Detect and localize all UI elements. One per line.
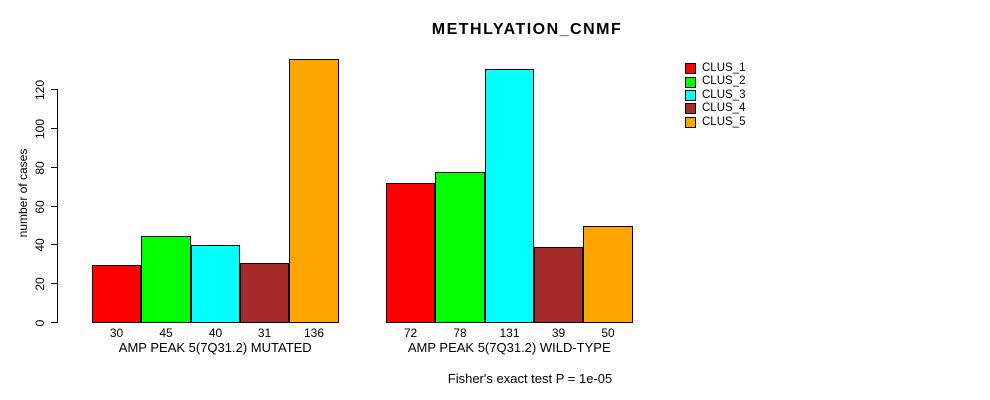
legend-swatch-clus_5	[685, 116, 696, 128]
legend-swatch-clus_2	[685, 76, 696, 88]
bar-clus_5	[583, 226, 633, 323]
bar-clus_4	[240, 263, 289, 323]
bar-value-label: 50	[601, 326, 615, 340]
bar-value-label: 136	[303, 326, 325, 340]
bar-value-label: 30	[109, 326, 124, 340]
bar-clus_5	[289, 59, 339, 323]
chart-title: METHLYATION_CNMF	[431, 21, 623, 38]
y-tick	[51, 167, 57, 168]
bar-value-label: 78	[453, 326, 467, 340]
legend-item-clus_3: CLUS_3	[685, 89, 745, 102]
y-tick	[51, 89, 57, 90]
y-tick-label: 20	[33, 276, 47, 291]
x-group-label: AMP PEAK 5(7Q31.2) WILD-TYPE	[407, 340, 611, 355]
legend-swatch-clus_1	[685, 63, 696, 75]
bar-value-label: 40	[208, 326, 223, 340]
y-tick-label: 0	[33, 319, 47, 326]
legend-swatch-clus_4	[685, 103, 696, 115]
legend-item-clus_5: CLUS_5	[685, 116, 745, 129]
legend-item-clus_2: CLUS_2	[685, 75, 745, 88]
bar-clus_2	[141, 236, 191, 323]
y-axis-line	[57, 89, 58, 323]
bar-clus_3	[485, 69, 534, 323]
bar-clus_3	[191, 245, 240, 323]
legend: CLUS_1 CLUS_2 CLUS_3 CLUS_4 CLUS_5	[685, 62, 745, 129]
bar-value-label: 72	[403, 326, 418, 340]
bar-clus_1	[92, 265, 141, 323]
fisher-test-annotation: Fisher's exact test P = 1e-05	[447, 371, 613, 386]
bar-value-label: 39	[551, 326, 566, 340]
legend-label: CLUS_3	[702, 88, 746, 101]
bar-clus_4	[534, 247, 583, 323]
bar-value-label: 45	[159, 326, 173, 340]
y-tick-label: 80	[33, 160, 47, 175]
y-tick	[51, 128, 57, 129]
y-tick-label: 120	[33, 79, 47, 100]
y-tick	[51, 244, 57, 245]
y-tick	[51, 322, 57, 323]
legend-swatch-clus_3	[685, 89, 696, 101]
y-tick-label: 40	[33, 237, 47, 252]
bar-clus_2	[435, 172, 485, 323]
y-tick-label: 60	[33, 199, 47, 214]
y-axis-title: number of cases	[16, 148, 30, 238]
legend-label: CLUS_4	[702, 102, 746, 115]
bar-value-label: 31	[257, 326, 272, 340]
y-tick	[51, 206, 57, 207]
legend-label: CLUS_2	[702, 75, 746, 88]
legend-label: CLUS_1	[702, 61, 746, 74]
y-tick	[51, 283, 57, 284]
bar-value-label: 131	[499, 326, 520, 340]
legend-item-clus_1: CLUS_1	[685, 62, 745, 75]
legend-label: CLUS_5	[702, 115, 746, 128]
bar-clus_1	[386, 183, 435, 323]
legend-item-clus_4: CLUS_4	[685, 102, 745, 115]
y-tick-label: 100	[33, 118, 47, 139]
x-group-label: AMP PEAK 5(7Q31.2) MUTATED	[118, 340, 312, 355]
